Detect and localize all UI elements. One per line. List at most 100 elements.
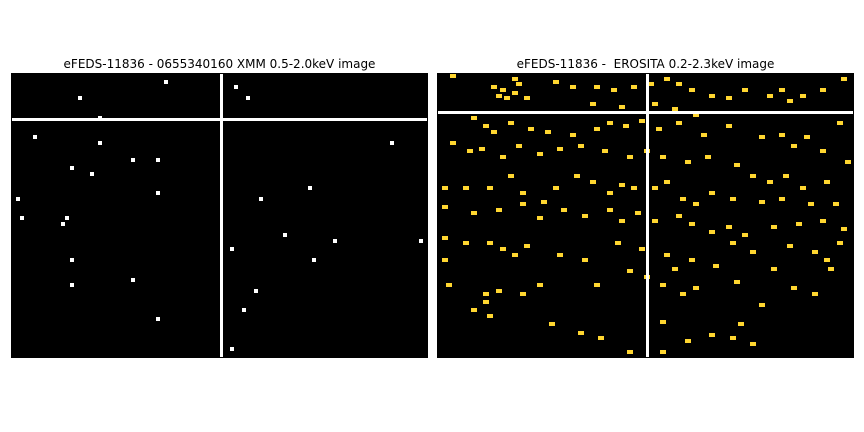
image-pixel [450, 141, 456, 145]
right-panel-title: eFEDS-11836 - EROSITA 0.2-2.3keV image [516, 57, 775, 71]
image-pixel [796, 222, 802, 226]
image-pixel [833, 202, 839, 206]
image-pixel [685, 339, 691, 343]
image-pixel [639, 119, 645, 123]
image-pixel [582, 258, 588, 262]
image-pixel [516, 144, 522, 148]
image-pixel [631, 85, 637, 89]
image-pixel [734, 163, 740, 167]
image-pixel [537, 283, 543, 287]
image-pixel [742, 88, 748, 92]
image-pixel [283, 233, 287, 237]
image-pixel [680, 292, 686, 296]
image-pixel [837, 241, 843, 245]
image-pixel [508, 174, 514, 178]
image-pixel [483, 300, 489, 304]
image-pixel [664, 180, 670, 184]
image-pixel [607, 121, 613, 125]
image-pixel [664, 253, 670, 257]
image-pixel [730, 336, 736, 340]
image-pixel [800, 186, 806, 190]
image-pixel [594, 85, 600, 89]
image-pixel [524, 244, 530, 248]
image-pixel [602, 149, 608, 153]
image-pixel [553, 80, 559, 84]
image-pixel [537, 216, 543, 220]
image-pixel [845, 160, 851, 164]
image-pixel [627, 269, 633, 273]
image-pixel [726, 225, 732, 229]
image-pixel [164, 80, 168, 84]
image-pixel [828, 267, 834, 271]
image-pixel [779, 197, 785, 201]
image-pixel [442, 236, 448, 240]
image-pixel [230, 347, 234, 351]
image-pixel [333, 239, 337, 243]
image-pixel [520, 292, 526, 296]
image-pixel [689, 222, 695, 226]
image-pixel [504, 96, 510, 100]
image-pixel [259, 197, 263, 201]
image-pixel [483, 124, 489, 128]
image-pixel [491, 130, 497, 134]
image-pixel [783, 174, 789, 178]
image-pixel [742, 233, 748, 237]
image-pixel [524, 96, 530, 100]
crosshair-horizontal [12, 118, 427, 121]
image-pixel [98, 141, 102, 145]
image-pixel [627, 350, 633, 354]
image-pixel [590, 102, 596, 106]
image-pixel [709, 333, 715, 337]
image-pixel [156, 191, 160, 195]
image-pixel [500, 155, 506, 159]
image-pixel [771, 267, 777, 271]
image-pixel [672, 107, 678, 111]
image-pixel [446, 283, 452, 287]
image-pixel [759, 135, 765, 139]
image-pixel [779, 133, 785, 137]
image-pixel [730, 197, 736, 201]
image-pixel [156, 158, 160, 162]
image-pixel [787, 99, 793, 103]
image-pixel [660, 320, 666, 324]
image-pixel [578, 144, 584, 148]
image-pixel [660, 350, 666, 354]
image-pixel [689, 88, 695, 92]
image-pixel [787, 244, 793, 248]
image-pixel [549, 322, 555, 326]
image-pixel [726, 96, 732, 100]
image-pixel [442, 205, 448, 209]
image-pixel [709, 230, 715, 234]
image-pixel [672, 267, 678, 271]
image-pixel [660, 283, 666, 287]
image-pixel [16, 197, 20, 201]
image-pixel [574, 174, 580, 178]
image-pixel [65, 216, 69, 220]
image-pixel [70, 283, 74, 287]
image-pixel [837, 121, 843, 125]
image-pixel [442, 186, 448, 190]
image-pixel [561, 208, 567, 212]
image-pixel [693, 286, 699, 290]
image-pixel [791, 144, 797, 148]
image-pixel [619, 183, 625, 187]
image-pixel [685, 160, 691, 164]
image-pixel [615, 241, 621, 245]
image-pixel [750, 250, 756, 254]
image-pixel [812, 250, 818, 254]
image-pixel [512, 253, 518, 257]
image-pixel [705, 155, 711, 159]
image-pixel [557, 253, 563, 257]
image-pixel [713, 264, 719, 268]
image-pixel [693, 202, 699, 206]
image-pixel [738, 322, 744, 326]
image-pixel [824, 180, 830, 184]
image-pixel [578, 331, 584, 335]
image-pixel [230, 247, 234, 251]
image-pixel [156, 317, 160, 321]
image-pixel [553, 186, 559, 190]
left-panel-title: eFEDS-11836 - 0655340160 XMM 0.5-2.0keV … [63, 57, 376, 71]
image-pixel [660, 155, 666, 159]
image-pixel [254, 289, 258, 293]
image-pixel [631, 186, 637, 190]
